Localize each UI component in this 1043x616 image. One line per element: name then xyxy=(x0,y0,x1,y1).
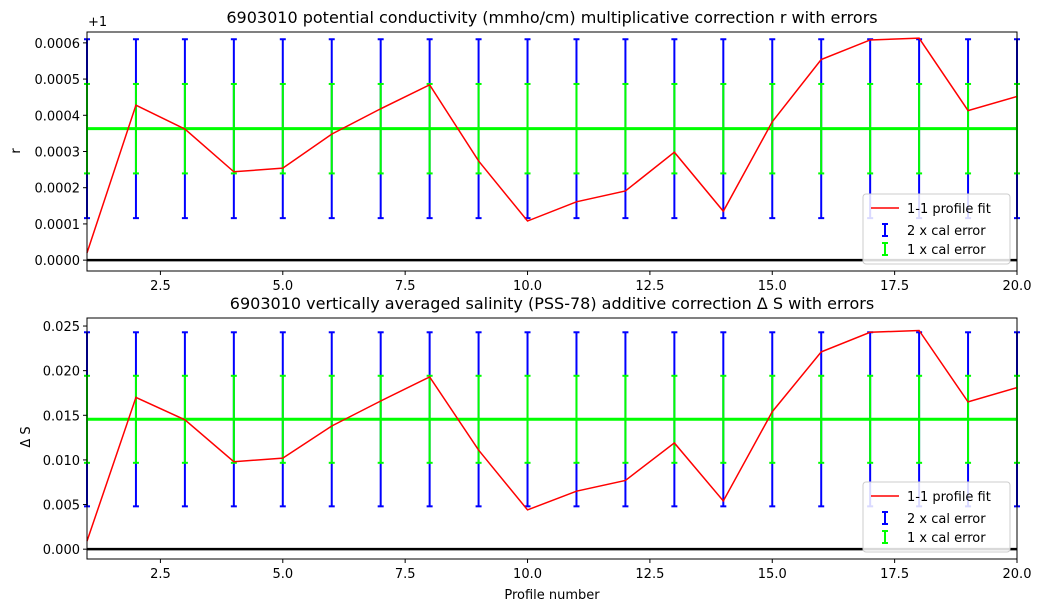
top-y-axis-label: r xyxy=(9,148,24,154)
bottom-legend-box xyxy=(862,481,1011,553)
bottom-y-tick-label-4: 0.015 xyxy=(43,409,80,424)
bottom-y-tick-label-3: 0.010 xyxy=(43,454,80,469)
top-x-tick-label-1: 2.5 xyxy=(150,279,171,294)
bottom-y-tick-label-1: 0.000 xyxy=(43,543,80,558)
top-legend-box xyxy=(862,193,1011,265)
top-plot-content xyxy=(84,37,1020,262)
bottom-x-tick-label-7: 17.5 xyxy=(880,567,909,582)
bottom-y-tick-label-6: 0.025 xyxy=(43,320,80,335)
top-y-tick-label-2: 0.0001 xyxy=(35,218,81,233)
top-plot-area xyxy=(87,32,1017,271)
top-x-tick-label-4: 10.0 xyxy=(513,279,542,294)
bottom-plot-content xyxy=(84,329,1020,551)
bottom-x-tick-label-2: 5.0 xyxy=(272,567,293,582)
top-x-tick-label-3: 7.5 xyxy=(395,279,416,294)
top-x-tick-label-5: 12.5 xyxy=(635,279,664,294)
bottom-x-tick-label-8: 20.0 xyxy=(1003,567,1032,582)
top-y-tick-label-7: 0.0006 xyxy=(35,37,81,52)
bottom-y-tick-label-5: 0.020 xyxy=(43,365,80,380)
bottom-legend-one-x-cal-error-label: 1 x cal error xyxy=(907,531,986,546)
top-legend-one-x-cal-error-label: 1 x cal error xyxy=(907,243,986,258)
top-y-offset-label: +1 xyxy=(88,15,107,30)
bottom-plot-area xyxy=(87,318,1017,559)
top-x-tick-label-7: 17.5 xyxy=(880,279,909,294)
top-x-tick-label-6: 15.0 xyxy=(758,279,787,294)
bottom-subplot: 6903010 vertically averaged salinity (PS… xyxy=(19,294,1031,603)
top-y-tick-label-6: 0.0005 xyxy=(35,73,81,88)
bottom-y-tick-label-2: 0.005 xyxy=(43,499,80,514)
bottom-axes-frame xyxy=(86,317,1018,560)
bottom-x-tick-label-6: 15.0 xyxy=(758,567,787,582)
top-y-tick-label-1: 0.0000 xyxy=(35,254,81,269)
bottom-legend: 1-1 profile fit 2 x cal error 1 x cal erro… xyxy=(862,481,1011,553)
bottom-legend-profile-fit-label: 1-1 profile fit xyxy=(907,490,991,505)
top-legend-two-x-cal-error-label: 2 x cal error xyxy=(907,224,986,239)
bottom-x-tick-label-3: 7.5 xyxy=(395,567,416,582)
top-profile-fit-line xyxy=(86,37,1018,254)
bottom-legend-two-x-cal-error-label: 2 x cal error xyxy=(907,512,986,527)
top-legend: 1-1 profile fit 2 x cal error 1 x cal erro… xyxy=(862,193,1011,265)
bottom-chart-title: 6903010 vertically averaged salinity (PS… xyxy=(230,294,874,313)
top-chart-title: 6903010 potential conductivity (mmho/cm)… xyxy=(226,8,877,27)
bottom-x-tick-label-1: 2.5 xyxy=(150,567,171,582)
top-y-tick-label-4: 0.0003 xyxy=(35,146,81,161)
top-subplot: 6903010 potential conductivity (mmho/cm)… xyxy=(9,8,1031,294)
bottom-x-tick-label-5: 12.5 xyxy=(635,567,664,582)
top-y-tick-label-5: 0.0004 xyxy=(35,109,81,124)
top-legend-profile-fit-label: 1-1 profile fit xyxy=(907,202,991,217)
bottom-x-tick-label-4: 10.0 xyxy=(513,567,542,582)
top-x-tick-label-2: 5.0 xyxy=(272,279,293,294)
bottom-x-axis-label: Profile number xyxy=(504,588,600,603)
bottom-profile-fit-line xyxy=(86,329,1018,542)
top-x-tick-label-8: 20.0 xyxy=(1003,279,1032,294)
bottom-y-axis-label: Δ S xyxy=(19,426,34,447)
top-y-tick-label-3: 0.0002 xyxy=(35,182,81,197)
